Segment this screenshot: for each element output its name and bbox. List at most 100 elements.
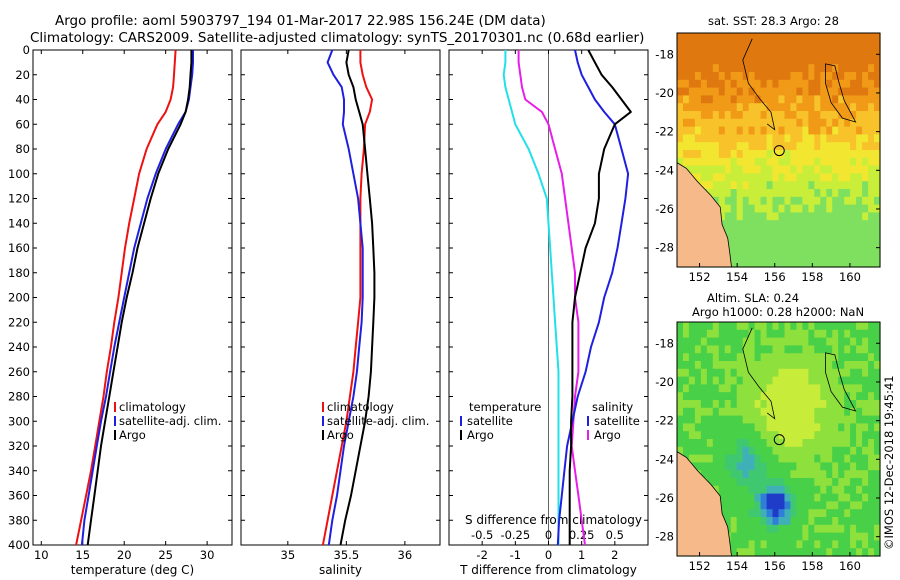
map-cell: [688, 415, 696, 424]
map-cell: [766, 165, 774, 174]
map-cell: [802, 509, 809, 518]
map-cell: [808, 329, 815, 339]
map-cell: [724, 392, 732, 401]
map-cell: [772, 79, 780, 89]
map-cell: [856, 251, 863, 260]
map-cell: [730, 400, 738, 409]
map-cell: [778, 181, 786, 190]
map-cell: [724, 33, 732, 42]
map-cell: [832, 446, 839, 456]
map-cell: [826, 376, 833, 385]
map-cell: [754, 126, 762, 135]
map-cell: [742, 33, 750, 42]
map-cell: [683, 353, 690, 362]
map-cell: [736, 259, 744, 268]
map-cell: [874, 368, 881, 378]
map-cell: [814, 126, 821, 135]
map-cell: [736, 95, 744, 104]
map-cell: [718, 157, 726, 167]
map-cell: [772, 493, 780, 502]
map-cell: [712, 322, 720, 331]
map-cell: [700, 407, 708, 417]
map-cell: [856, 64, 863, 73]
map-cell: [730, 79, 738, 89]
map-cell: [832, 470, 839, 479]
map-cell: [796, 407, 803, 417]
map-cell: [862, 235, 869, 245]
map-cell: [868, 431, 875, 440]
map-cell: [683, 126, 690, 135]
map-cell: [724, 384, 732, 393]
map-cell: [844, 111, 851, 120]
temperature-xlabel: temperature (deg C): [71, 563, 194, 577]
map-cell: [826, 361, 833, 370]
map-cell: [724, 142, 732, 151]
map-cell: [868, 118, 875, 128]
map-cell: [850, 220, 857, 229]
map-cell: [826, 72, 833, 81]
map-cell: [868, 470, 875, 479]
map-cell: [683, 439, 690, 448]
map-cell: [700, 400, 708, 409]
s-tick-label: 0.25: [569, 528, 595, 542]
map-cell: [850, 407, 857, 417]
map-cell: [826, 33, 833, 42]
map-cell: [766, 204, 774, 213]
map-cell: [850, 126, 857, 135]
map-cell: [784, 361, 792, 370]
map-cell: [808, 243, 815, 252]
map-cell: [760, 322, 768, 331]
lon-tick-label: 158: [801, 559, 823, 573]
map-cell: [772, 259, 780, 268]
map-cell: [718, 392, 726, 401]
lat-tick-label: -18: [655, 336, 674, 350]
map-cell: [766, 72, 774, 81]
map-cell: [784, 368, 792, 378]
map-cell: [826, 407, 833, 417]
map-cell: [772, 384, 780, 393]
map-cell: [742, 150, 750, 159]
map-cell: [868, 345, 875, 354]
map-cell: [874, 322, 881, 331]
map-cell: [778, 439, 786, 448]
map-cell: [754, 353, 762, 362]
map-cell: [874, 150, 881, 159]
map-cell: [784, 173, 792, 182]
map-cell: [802, 48, 809, 57]
map-cell: [814, 407, 821, 417]
map-cell: [754, 462, 762, 471]
map-cell: [796, 517, 803, 526]
map-cell: [778, 196, 786, 206]
map-cell: [677, 446, 684, 456]
map-cell: [772, 118, 780, 128]
map-cell: [790, 173, 797, 182]
map-cell: [736, 431, 744, 440]
map-cell: [772, 196, 780, 206]
temperature-axes-frame: [32, 49, 233, 546]
map-cell: [832, 431, 839, 440]
map-cell: [820, 361, 827, 370]
map-cell: [784, 509, 792, 518]
map-cell: [688, 111, 696, 120]
map-cell: [754, 400, 762, 409]
map-cell: [796, 33, 803, 42]
map-cell: [832, 243, 839, 252]
map-cell: [826, 118, 833, 128]
map-cell: [802, 165, 809, 174]
map-cell: [718, 485, 726, 495]
map-cell: [832, 220, 839, 229]
map-cell: [706, 189, 714, 198]
map-cell: [766, 118, 774, 128]
lat-tick-label: -18: [655, 47, 674, 61]
map-cell: [683, 337, 690, 346]
map-cell: [808, 548, 815, 557]
map-cell: [784, 189, 792, 198]
lon-tick-label: 160: [839, 270, 861, 284]
map-cell: [677, 337, 684, 346]
map-cell: [844, 384, 851, 393]
map-cell: [796, 415, 803, 424]
map-cell: [730, 56, 738, 65]
map-cell: [868, 79, 875, 89]
map-cell: [736, 368, 744, 378]
map-cell: [796, 103, 803, 112]
